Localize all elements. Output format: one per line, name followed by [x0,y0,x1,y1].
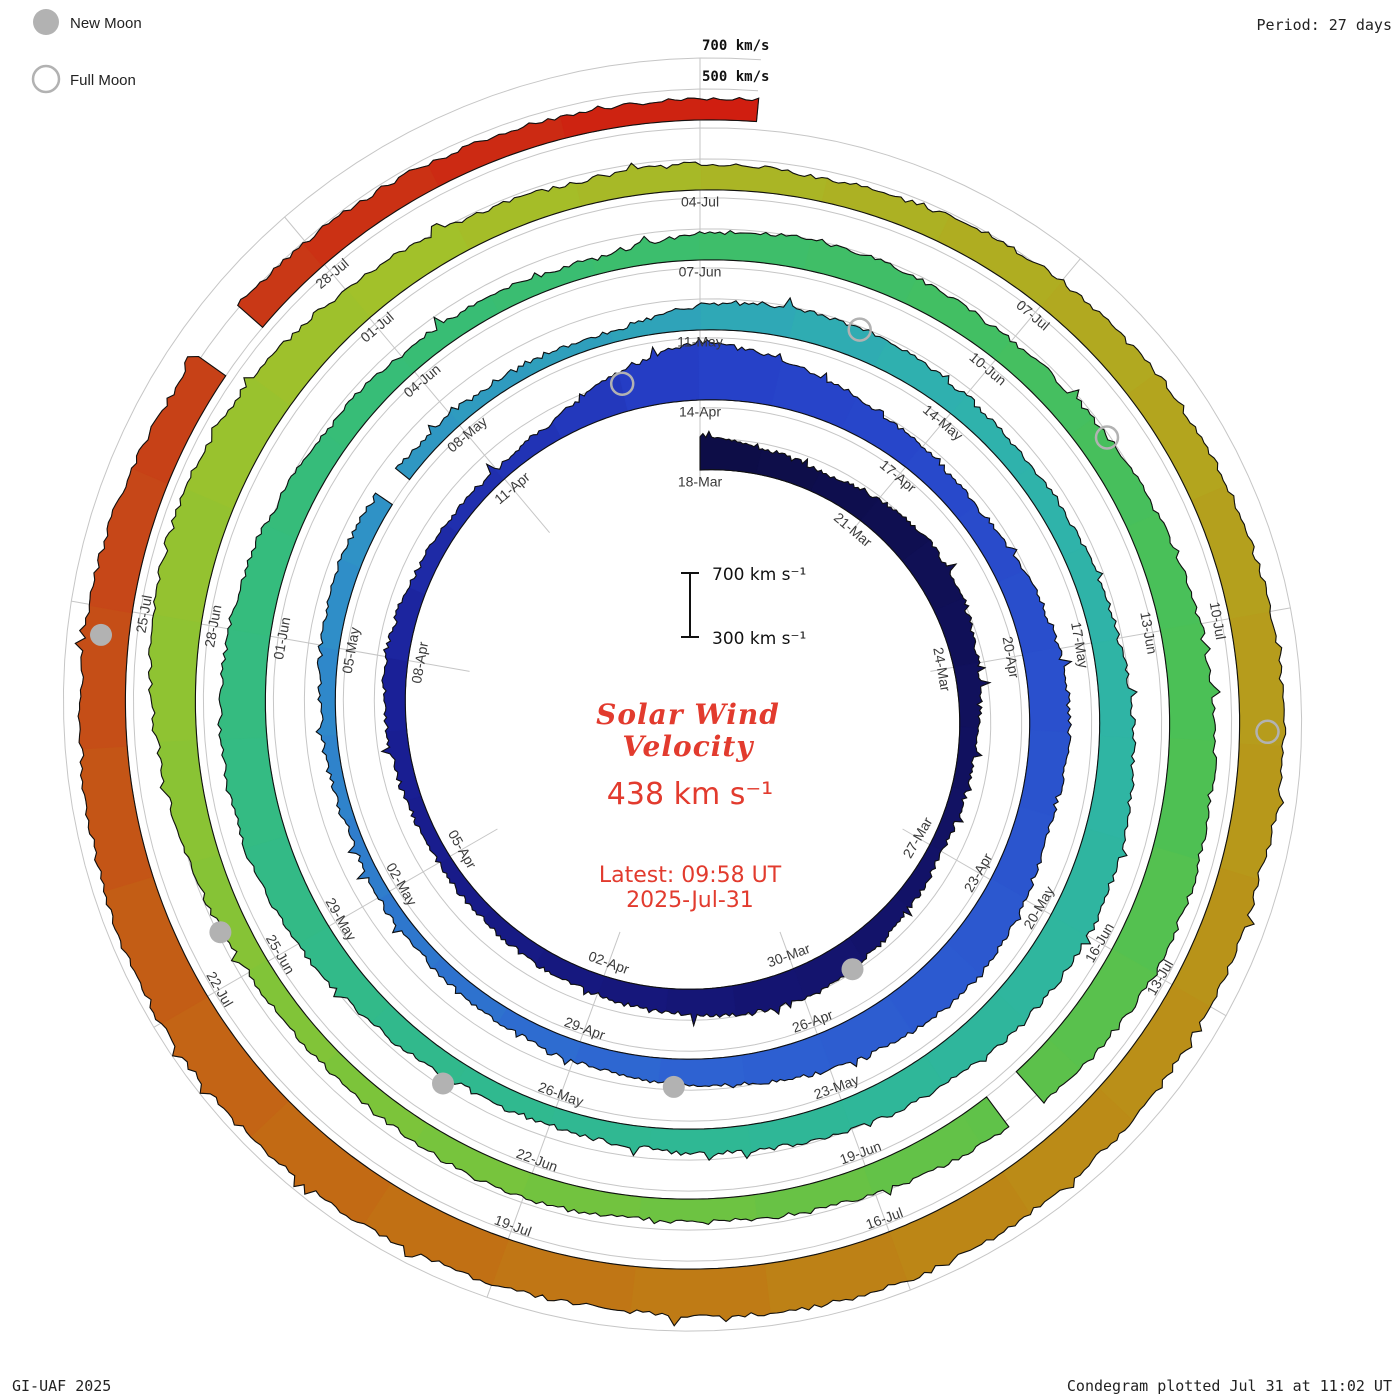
spiral-outline [74,97,1287,1327]
new-moon-label: New Moon [70,15,142,32]
full-moon-marker [1255,719,1280,745]
outer-scale-500: 500 km/s [702,69,769,85]
new-moon-marker [841,958,864,981]
date-label: 07-Jun [679,264,722,280]
date-label: 08-Apr [408,640,431,684]
date-label: 25-Jul [133,594,155,634]
date-label: 01-Jun [270,616,293,661]
full-moon-icon [31,64,61,94]
date-label: 17-May [1068,621,1092,670]
new-moon-marker [90,623,112,646]
full-moon-marker [609,371,635,396]
legend: New Moon Full Moon [31,9,142,94]
scale-bottom-label: 300 km s⁻¹ [712,629,806,649]
date-label: 14-Apr [679,404,721,420]
date-label: 11-May [677,334,723,350]
date-label: 05-May [339,626,363,675]
new-moon-marker [209,921,232,944]
new-moon-icon [33,9,59,35]
date-label: 13-Jun [1137,610,1160,655]
full-moon-marker [847,317,872,342]
date-label: 18-Mar [678,474,723,490]
moon-markers [90,317,1280,1098]
date-label: 24-Mar [930,646,954,693]
plotted-note: Condegram plotted Jul 31 at 11:02 UT [1067,1377,1392,1395]
velocity-scale-bar [681,572,699,638]
full-moon-label: Full Moon [70,72,136,89]
credit: GI-UAF 2025 [12,1377,111,1395]
date-label: 28-Jun [201,604,224,649]
scale-top-label: 700 km s⁻¹ [712,565,806,585]
date-label: 04-Jul [681,194,719,210]
velocity-spiral [74,97,1286,1327]
chart-title-line2: Velocity [622,730,754,763]
outer-scale-700: 700 km/s [702,38,769,54]
new-moon-marker [662,1075,685,1098]
current-velocity: 438 km s⁻¹ [607,777,773,812]
new-moon-marker [432,1072,454,1095]
latest-date: 2025-Jul-31 [626,888,754,913]
date-label: 10-Jul [1207,601,1229,641]
latest-time: Latest: 09:58 UT [599,863,782,888]
full-moon-marker [1094,425,1120,450]
period-note: Period: 27 days [1257,16,1392,34]
chart-title-line1: Solar Wind [596,698,780,731]
date-label: 20-Apr [1000,635,1023,679]
